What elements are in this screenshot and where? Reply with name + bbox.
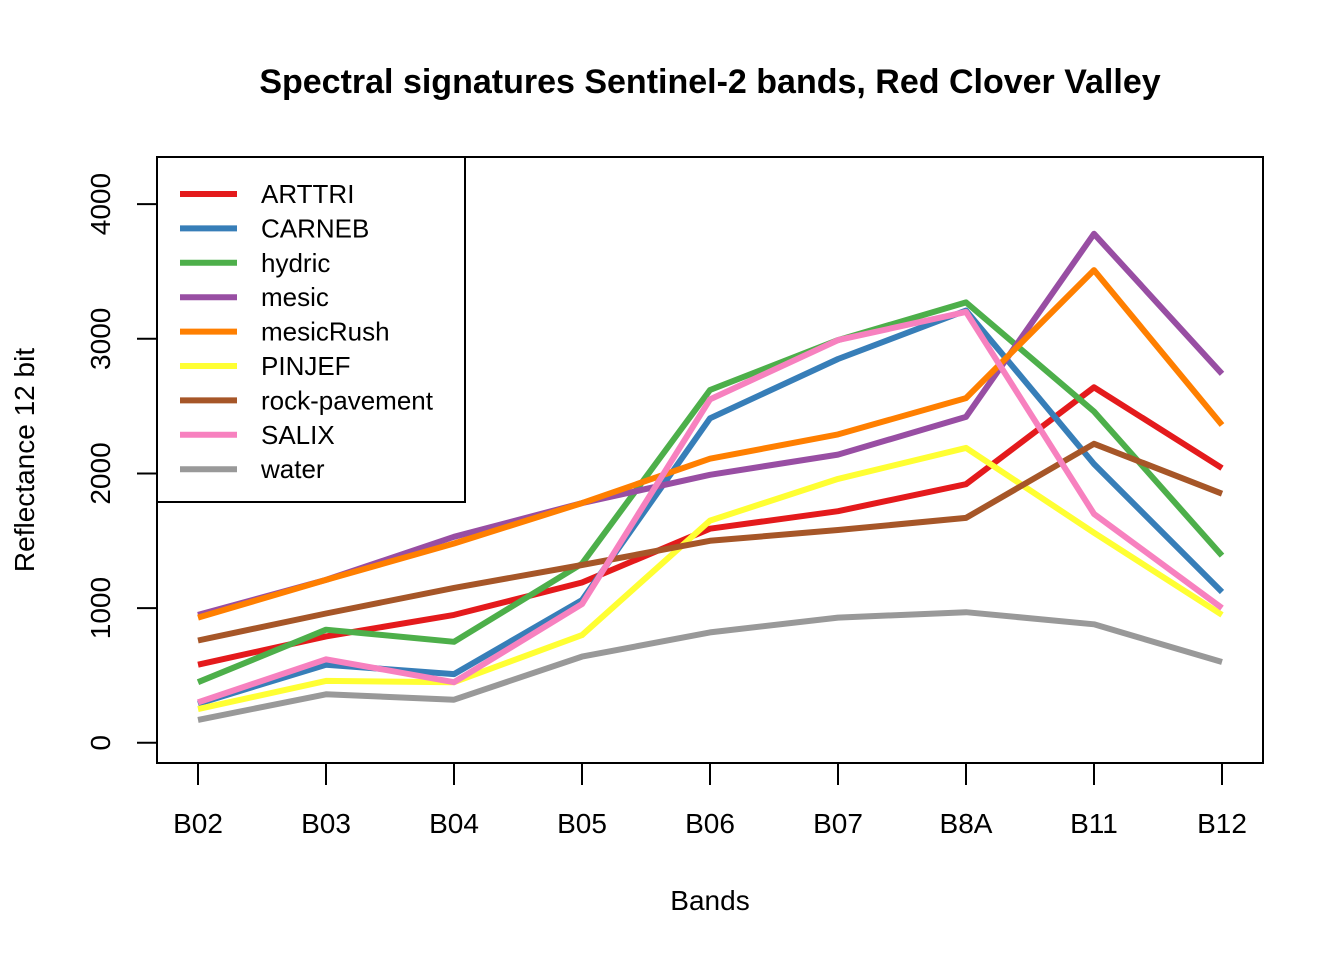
- series-line-pinjef: [197, 444, 1224, 713]
- legend-label-water: water: [260, 454, 325, 484]
- x-tick-label: B8A: [940, 808, 993, 839]
- x-tick-label: B03: [301, 808, 351, 839]
- legend-label-rock-pavement: rock-pavement: [261, 385, 434, 415]
- series-line-arttri: [197, 384, 1224, 668]
- legend-label-mesicrush: mesicRush: [261, 317, 390, 347]
- x-tick-label: B04: [429, 808, 479, 839]
- chart-title: Spectral signatures Sentinel-2 bands, Re…: [259, 63, 1160, 101]
- x-tick-label: B06: [685, 808, 735, 839]
- y-axis: 0 1000 2000 3000 4000: [85, 173, 157, 751]
- legend-label-salix: SALIX: [261, 420, 335, 450]
- series-layer: [196, 230, 1225, 723]
- series-line-salix: [197, 308, 1224, 706]
- x-tick-label: B07: [813, 808, 863, 839]
- y-tick-label: 2000: [85, 442, 116, 504]
- series-line-mesicrush: [197, 267, 1225, 621]
- legend-label-pinjef: PINJEF: [261, 351, 351, 381]
- legend-label-hydric: hydric: [261, 248, 330, 278]
- legend-label-mesic: mesic: [261, 282, 329, 312]
- y-tick-label: 3000: [85, 308, 116, 370]
- series-line-carneb: [197, 307, 1225, 707]
- legend: ARTTRI CARNEB hydric mesic mesicRush PINJEF ro…: [156, 156, 466, 503]
- y-tick-label: 1000: [85, 577, 116, 639]
- series-line-water: [197, 609, 1223, 723]
- legend-label-carneb: CARNEB: [261, 213, 369, 243]
- x-axis-label: Bands: [670, 885, 749, 916]
- x-tick-label: B05: [557, 808, 607, 839]
- y-axis-label: Reflectance 12 bit: [9, 348, 40, 572]
- series-line-hydric: [196, 299, 1225, 685]
- legend-label-arttri: ARTTRI: [261, 179, 354, 209]
- x-axis: B02 B03 B04 B05 B06 B07 B8A B11 B12: [173, 763, 1247, 839]
- series-line-rock-pavement: [197, 440, 1224, 644]
- x-tick-label: B02: [173, 808, 223, 839]
- y-tick-label: 0: [85, 735, 116, 751]
- legend-box: [156, 156, 466, 503]
- x-tick-label: B11: [1070, 808, 1118, 839]
- y-tick-label: 4000: [85, 173, 116, 235]
- x-tick-label: B12: [1197, 808, 1247, 839]
- series-line-mesic: [197, 230, 1225, 618]
